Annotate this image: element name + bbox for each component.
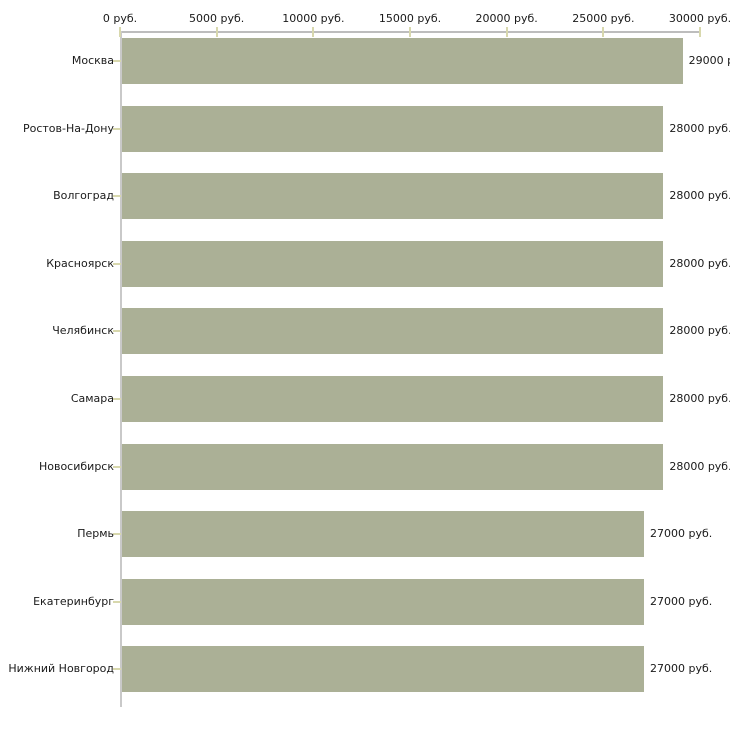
bar-value-label: 28000 руб. [669,324,730,338]
x-axis-tick-mark [215,27,218,37]
y-axis-tick-mark [113,330,121,333]
category-label: Нижний Новгород [8,662,114,676]
bar [122,578,644,625]
y-axis-tick-mark [113,398,121,400]
y-axis-tick-mark [113,60,121,62]
y-axis-tick-mark [113,127,121,130]
y-axis-tick-mark [113,262,121,265]
bar-value-label: 28000 руб. [669,189,730,203]
x-axis-tick-mark [409,27,411,37]
x-axis-tick-mark [699,27,701,37]
x-axis-tick-mark [119,27,121,37]
bar-value-label: 27000 руб. [650,662,713,676]
x-axis-tick-label: 30000 руб. [668,12,730,25]
bar [122,376,664,422]
x-axis-tick-label: 20000 руб. [475,12,538,25]
bar [122,173,664,220]
category-label: Челябинск [52,324,114,338]
bar-value-label: 28000 руб. [669,256,730,270]
bar [122,105,664,152]
bar-value-label: 27000 руб. [650,527,713,541]
x-axis-tick-label: 10000 руб. [282,12,345,25]
y-axis-tick-mark [113,533,121,536]
x-axis-tick-label: 25000 руб. [572,12,635,25]
y-axis-tick-mark [113,600,121,603]
y-axis-line [120,31,122,707]
x-axis-tick-label: 15000 руб. [378,12,442,25]
bar [122,308,664,355]
bar [122,240,664,287]
bar-value-label: 29000 руб. [688,54,730,67]
x-axis-tick-label: 0 руб. [102,12,138,25]
bar [122,511,644,558]
y-axis-tick-mark [113,668,121,671]
category-label: Москва [71,54,114,67]
category-label: Ростов-На-Дону [22,121,114,135]
category-label: Пермь [77,527,114,541]
category-label: Волгоград [53,189,114,203]
bar-value-label: 27000 руб. [650,594,713,608]
y-axis-tick-mark [113,195,121,198]
category-label: Новосибирск [38,459,114,473]
x-axis-tick-mark [312,27,315,37]
y-axis-tick-mark [113,465,121,468]
category-label: Самара [70,392,114,405]
bar [122,38,683,84]
bar-value-label: 28000 руб. [669,392,730,405]
category-label: Красноярск [46,256,114,270]
category-label: Екатеринбург [33,594,114,608]
bar-value-label: 28000 руб. [669,459,730,473]
x-axis-tick-mark [602,27,605,37]
x-axis-tick-label: 5000 руб. [189,12,245,25]
bar [122,443,664,490]
bar [122,646,644,693]
x-axis-tick-mark [505,27,508,37]
bar-value-label: 28000 руб. [669,121,730,135]
